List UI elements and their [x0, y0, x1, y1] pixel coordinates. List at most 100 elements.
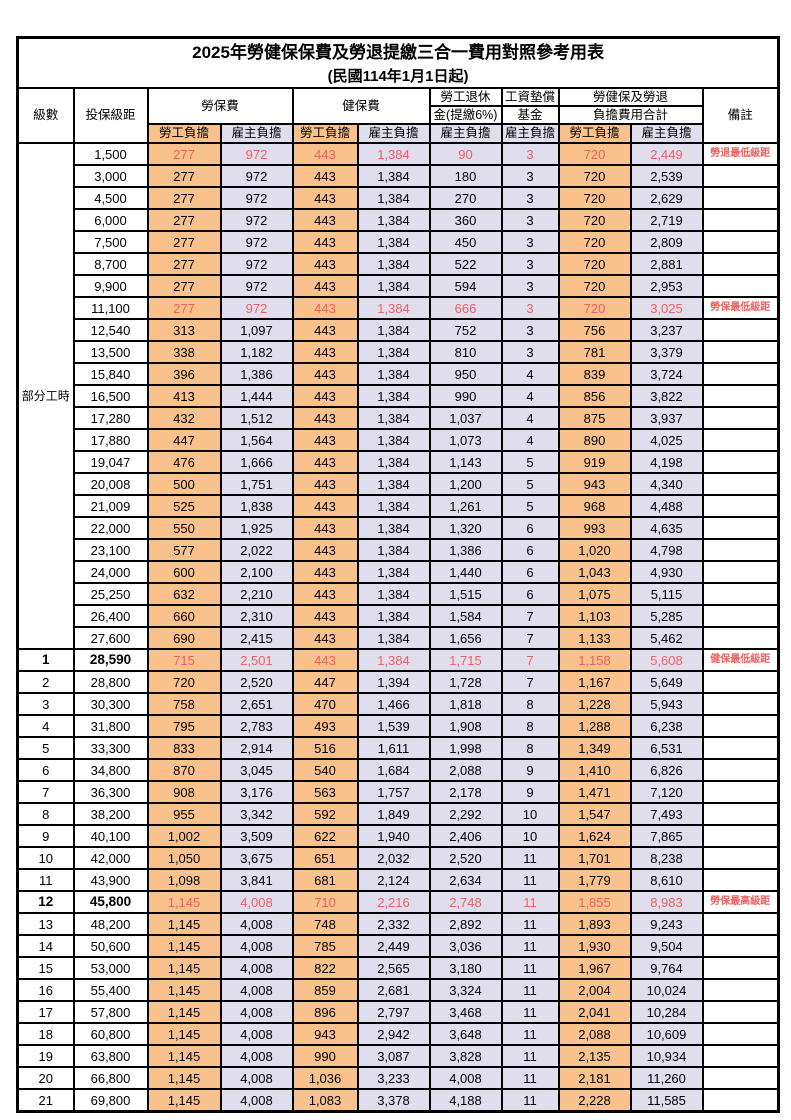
- health-employer-cell: 2,216: [356, 890, 431, 914]
- total-employee-cell: 720: [557, 296, 632, 320]
- remark-cell: [701, 450, 780, 474]
- health-employer-cell: 1,384: [356, 604, 431, 628]
- health-employee-cell: 651: [291, 846, 359, 870]
- remark-cell: 勞保最低級距: [701, 296, 780, 320]
- total-employer-cell: 5,608: [629, 648, 704, 672]
- labor-employer-cell: 972: [219, 186, 294, 210]
- table-row: 25,250 632 2,210 443 1,384 1,515 6 1,075…: [18, 582, 780, 606]
- pension-employer-cell: 3,468: [428, 1000, 503, 1024]
- total-employer-cell: 2,629: [629, 186, 704, 210]
- wage-fund-employer-cell: 11: [500, 912, 560, 936]
- health-employer-cell: 3,378: [356, 1088, 431, 1113]
- labor-employer-cell: 1,182: [219, 340, 294, 364]
- wage-fund-employer-cell: 5: [500, 450, 560, 474]
- health-employer-cell: 2,942: [356, 1022, 431, 1046]
- table-row: 4 31,800 795 2,783 493 1,539 1,908 8 1,28…: [16, 714, 780, 738]
- remark-cell: 健保最低級距: [701, 648, 780, 672]
- header-bracket: 投保級距: [72, 87, 149, 144]
- health-employer-cell: 1,384: [356, 516, 431, 540]
- wage-fund-employer-cell: 3: [500, 252, 560, 276]
- wage-fund-employer-cell: 7: [500, 626, 560, 650]
- total-employee-cell: 1,779: [557, 868, 632, 892]
- premium-reference-table: 2025年勞健保保費及勞退提繳三合一費用對照參考用表 (民國114年1月1日起)…: [16, 36, 781, 1113]
- table-row: 13,500 338 1,182 443 1,384 810 3 781 3,3…: [18, 340, 780, 364]
- level-cell: 9: [16, 824, 75, 848]
- health-employer-cell: 1,384: [356, 230, 431, 254]
- remark-cell: [701, 714, 780, 738]
- remark-cell: [701, 208, 780, 232]
- health-employee-cell: 443: [291, 516, 359, 540]
- bracket-cell: 12,540: [72, 318, 149, 342]
- bracket-cell: 22,000: [72, 516, 149, 540]
- labor-employee-cell: 476: [146, 450, 222, 474]
- labor-employer-cell: 4,008: [219, 1044, 294, 1068]
- bracket-cell: 19,047: [72, 450, 149, 474]
- wage-fund-employer-cell: 5: [500, 472, 560, 496]
- health-employer-cell: 1,384: [356, 538, 431, 562]
- labor-employee-cell: 277: [146, 208, 222, 232]
- bracket-cell: 25,250: [72, 582, 149, 606]
- table-row: 15 53,000 1,145 4,008 822 2,565 3,180 11 …: [16, 956, 780, 980]
- health-employee-cell: 443: [291, 560, 359, 584]
- health-employer-cell: 2,681: [356, 978, 431, 1002]
- total-employer-cell: 7,120: [629, 780, 704, 804]
- pension-employer-cell: 3,036: [428, 934, 503, 958]
- wage-fund-employer-cell: 11: [500, 1066, 560, 1090]
- health-employer-cell: 1,384: [356, 648, 431, 672]
- remark-cell: [701, 362, 780, 386]
- wage-fund-employer-cell: 11: [500, 956, 560, 980]
- total-employee-cell: 720: [557, 274, 632, 298]
- labor-employer-cell: 3,841: [219, 868, 294, 892]
- labor-employee-cell: 500: [146, 472, 222, 496]
- wage-fund-employer-cell: 4: [500, 406, 560, 430]
- pension-employer-cell: 522: [428, 252, 503, 276]
- bracket-cell: 31,800: [72, 714, 149, 738]
- labor-employee-cell: 1,145: [146, 1088, 222, 1113]
- wage-fund-employer-cell: 8: [500, 736, 560, 760]
- labor-employee-cell: 338: [146, 340, 222, 364]
- health-employee-cell: 1,083: [291, 1088, 359, 1113]
- table-row: 24,000 600 2,100 443 1,384 1,440 6 1,043…: [18, 560, 780, 584]
- total-employee-cell: 1,967: [557, 956, 632, 980]
- health-employee-cell: 822: [291, 956, 359, 980]
- level-cell: 8: [16, 802, 75, 826]
- health-employer-cell: 2,332: [356, 912, 431, 936]
- labor-employer-cell: 2,210: [219, 582, 294, 606]
- labor-employer-cell: 1,666: [219, 450, 294, 474]
- bracket-cell: 34,800: [72, 758, 149, 782]
- labor-employee-cell: 870: [146, 758, 222, 782]
- bracket-cell: 8,700: [72, 252, 149, 276]
- health-employer-cell: 1,384: [356, 318, 431, 342]
- pension-employer-cell: 990: [428, 384, 503, 408]
- table-row: 14 50,600 1,145 4,008 785 2,449 3,036 11 …: [16, 934, 780, 958]
- remark-cell: [701, 428, 780, 452]
- pension-employer-cell: 1,143: [428, 450, 503, 474]
- total-employee-cell: 720: [557, 208, 632, 232]
- wage-fund-employer-cell: 4: [500, 428, 560, 452]
- labor-employer-cell: 2,501: [219, 648, 294, 672]
- wage-fund-employer-cell: 9: [500, 780, 560, 804]
- health-employee-cell: 443: [291, 186, 359, 210]
- labor-employer-cell: 1,386: [219, 362, 294, 386]
- total-employee-cell: 1,410: [557, 758, 632, 782]
- bracket-cell: 28,800: [72, 670, 149, 694]
- table-row: 18 60,800 1,145 4,008 943 2,942 3,648 11 …: [16, 1022, 780, 1046]
- remark-cell: [701, 472, 780, 496]
- bracket-cell: 27,600: [72, 626, 149, 650]
- bracket-cell: 42,000: [72, 846, 149, 870]
- table-row: 10 42,000 1,050 3,675 651 2,032 2,520 11 …: [16, 846, 780, 870]
- total-employee-cell: 1,855: [557, 890, 632, 914]
- remark-cell: [701, 780, 780, 804]
- labor-employee-cell: 908: [146, 780, 222, 804]
- labor-employer-cell: 972: [219, 252, 294, 276]
- total-employer-cell: 3,237: [629, 318, 704, 342]
- health-employer-cell: 1,384: [356, 384, 431, 408]
- total-employee-cell: 1,075: [557, 582, 632, 606]
- level-cell: 18: [16, 1022, 75, 1046]
- total-employer-cell: 6,531: [629, 736, 704, 760]
- table-row: 8 38,200 955 3,342 592 1,849 2,292 10 1,5…: [16, 802, 780, 826]
- health-employee-cell: 443: [291, 472, 359, 496]
- health-employee-cell: 859: [291, 978, 359, 1002]
- labor-employee-cell: 1,002: [146, 824, 222, 848]
- labor-employer-cell: 4,008: [219, 1022, 294, 1046]
